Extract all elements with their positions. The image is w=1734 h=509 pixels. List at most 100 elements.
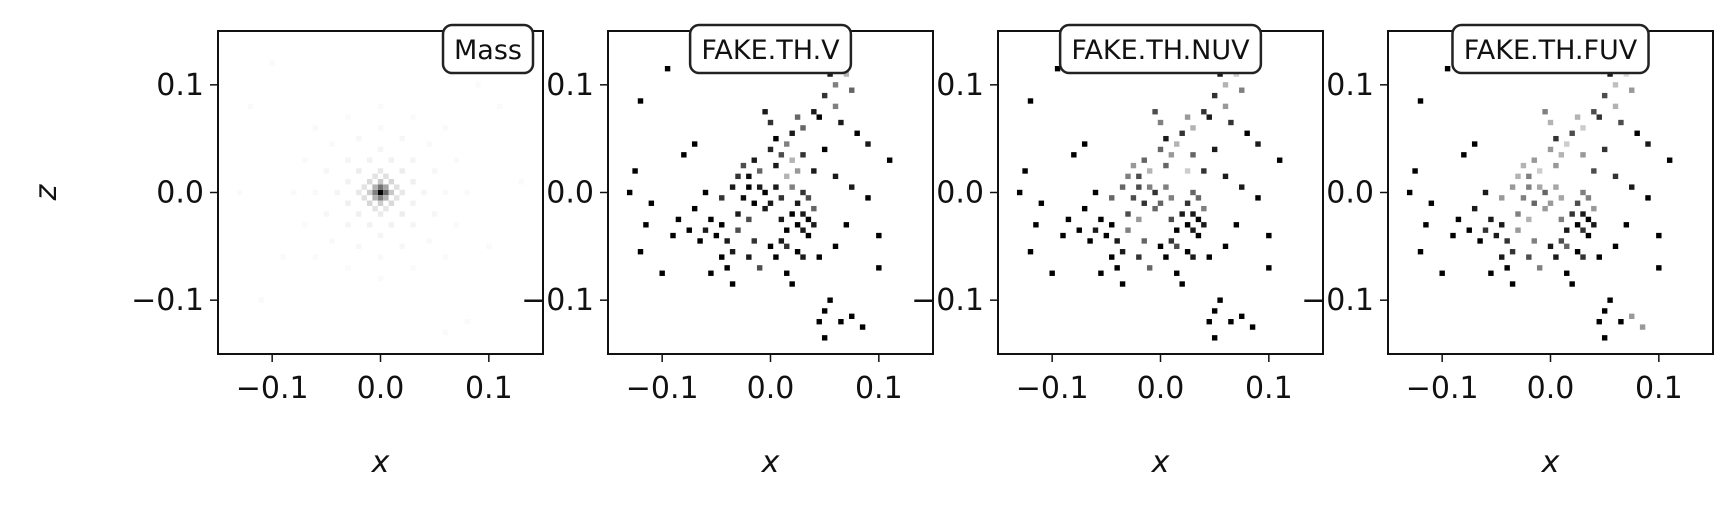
heatmap-cell [1168,195,1175,201]
heatmap-cell [1136,173,1142,180]
heatmap-cell [708,270,714,276]
heatmap-cells [236,60,525,336]
heatmap-cell [301,157,308,163]
y-tick-label: −0.1 [521,283,594,318]
heatmap-cell [778,238,785,244]
heatmap-cell [1601,335,1608,341]
heatmap-cell [1656,232,1662,239]
heatmap-cell [773,254,779,260]
y-tick-label: 0.1 [1326,68,1374,103]
heatmap-cell [1125,211,1131,217]
heatmap-cell [789,281,795,287]
heatmap-cell [794,249,801,255]
heatmap-cell [1618,119,1624,126]
heatmap-cell [1520,195,1527,201]
heatmap-cell [1119,184,1126,190]
heatmap-cell [1526,184,1532,190]
heatmap-cell [773,135,779,142]
heatmap-cell [1553,254,1559,260]
heatmap-cell [394,184,400,190]
heatmap-cell [637,98,644,104]
heatmap-cell [383,195,389,201]
heatmap-cell [383,205,389,212]
heatmap-cells [1016,65,1283,341]
heatmap-cell [312,125,319,131]
x-tick-label: 0.1 [1245,371,1293,406]
heatmap-cell [1526,216,1532,223]
heatmap-cell [388,189,395,196]
heatmap-cell [1526,254,1532,260]
heatmap-cell [1255,141,1261,147]
heatmap-cell [784,141,790,147]
heatmap-cell [746,184,752,190]
heatmap-cell [1439,270,1445,276]
x-tick-label: 0.1 [855,371,903,406]
heatmap-cell [1520,162,1527,169]
heatmap-cell [345,222,351,228]
heatmap-cell [778,216,785,223]
heatmap-cell [1249,324,1256,330]
heatmap-cell [236,189,243,196]
heatmap-cell [1211,92,1218,99]
heatmap-cell [475,82,481,88]
heatmap-cell [345,265,351,271]
panel-title-box: FAKE.TH.NUV [1058,23,1263,75]
heatmap-cell [697,238,703,244]
heatmap-cell [1103,232,1110,239]
heatmap-cell [1488,270,1494,276]
heatmap-cell [1558,195,1565,201]
heatmap-cell [659,270,665,276]
heatmap-cell [1146,265,1153,271]
heatmap-cell [1569,130,1575,136]
heatmap-cell [1569,281,1575,287]
heatmap-cell [410,114,416,120]
heatmap-cell [1136,254,1142,260]
heatmap-cell [865,141,871,147]
panel-1: −0.1 0.0 0.1 −0.1 0.0 0.1 x z Mass [29,23,544,480]
heatmap-cell [1499,254,1505,260]
y-tick-label: 0.0 [546,176,594,211]
y-tick-label: 0.1 [546,68,594,103]
heatmap-cell [1157,243,1164,250]
heatmap-cell [800,254,806,260]
heatmap-cell [1634,130,1640,136]
heatmap-cell [1195,216,1202,223]
heatmap-cell [1157,146,1164,153]
heatmap-cell [811,205,817,212]
heatmap-cell [805,232,812,239]
heatmap-cell [383,173,389,180]
heatmap-cell [1564,141,1570,147]
heatmap-cell [1065,216,1072,223]
heatmap-cell [361,184,367,190]
heatmap-cell [1098,216,1104,223]
heatmap-cell [1482,189,1489,196]
heatmap-cell [1222,82,1229,88]
heatmap-cell [1054,65,1061,72]
heatmap-cell [366,179,373,185]
heatmap-cell [377,275,384,282]
heatmap-cell [708,216,714,223]
heatmap-cell [1536,168,1543,174]
heatmap-cell [729,184,736,190]
x-tick-label: 0.0 [747,371,795,406]
heatmap-cell [1060,232,1066,239]
heatmap-cell [410,265,416,271]
heatmap-cell [1515,211,1521,217]
heatmap-cell [1601,92,1608,99]
heatmap-cell [1574,200,1581,206]
heatmap-cell [1081,141,1088,147]
heatmap-cell [713,232,720,239]
heatmap-cell [691,141,698,147]
heatmap-cell [1515,227,1521,233]
heatmap-cell [1477,238,1483,244]
heatmap-cell [1645,141,1651,147]
heatmap-cell [388,200,395,206]
heatmap-cell [756,265,763,271]
heatmap-cell [735,173,741,180]
heatmap-cell [1553,162,1559,169]
heatmap-cell [312,189,319,196]
heatmap-cell [1163,162,1169,169]
x-axis-label: x [1541,445,1560,480]
heatmap-cell [1109,254,1115,260]
heatmap-cell [301,222,308,228]
